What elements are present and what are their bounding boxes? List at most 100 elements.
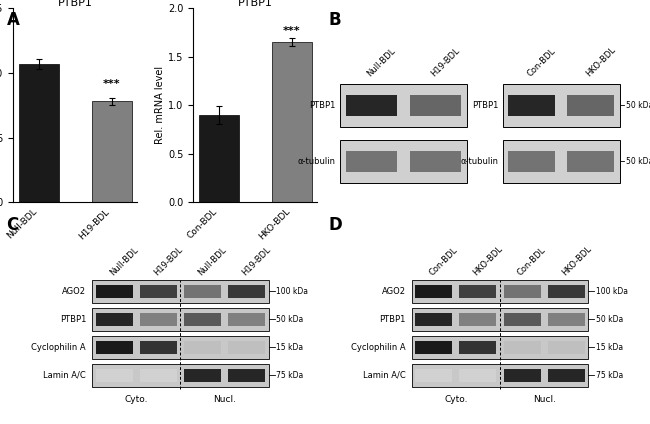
Bar	[411, 308, 588, 331]
Bar	[502, 140, 620, 183]
Bar	[567, 151, 614, 172]
Bar	[346, 95, 397, 116]
Bar	[184, 341, 221, 354]
Text: Cyto.: Cyto.	[444, 395, 467, 404]
Bar	[502, 84, 620, 127]
Bar	[199, 115, 239, 202]
Text: PTBP1: PTBP1	[472, 101, 499, 110]
Bar	[504, 341, 541, 354]
Text: A: A	[6, 11, 20, 28]
Text: Lamin A/C: Lamin A/C	[44, 371, 86, 380]
Bar	[228, 285, 265, 298]
Bar	[184, 369, 221, 382]
Text: PTBP1: PTBP1	[380, 315, 406, 324]
Bar	[415, 313, 452, 326]
Text: 50 kDa: 50 kDa	[626, 157, 650, 166]
Bar	[504, 285, 541, 298]
Bar	[460, 285, 497, 298]
Bar	[415, 341, 452, 354]
Text: 15 kDa: 15 kDa	[596, 343, 623, 352]
Text: α-tubulin: α-tubulin	[460, 157, 499, 166]
Bar	[567, 95, 614, 116]
Text: 50 kDa: 50 kDa	[626, 101, 650, 110]
Bar	[92, 279, 268, 303]
Bar	[415, 285, 452, 298]
Bar	[508, 95, 555, 116]
Bar	[228, 341, 265, 354]
Bar	[504, 369, 541, 382]
Text: H19-BDL: H19-BDL	[429, 46, 461, 78]
Bar	[460, 313, 497, 326]
Text: ***: ***	[103, 78, 120, 89]
Bar	[548, 285, 585, 298]
Text: Nucl.: Nucl.	[213, 395, 236, 404]
Bar	[548, 369, 585, 382]
Text: Null-BDL: Null-BDL	[108, 245, 140, 278]
Text: PTBP1: PTBP1	[309, 101, 335, 110]
Title: PTBP1: PTBP1	[58, 0, 92, 8]
Bar	[508, 151, 555, 172]
Text: HKO-BDL: HKO-BDL	[560, 244, 593, 278]
Bar	[460, 369, 497, 382]
Bar	[340, 140, 467, 183]
Text: H19-BDL: H19-BDL	[152, 245, 184, 278]
Text: ***: ***	[283, 25, 300, 36]
Text: Cyclophilin A: Cyclophilin A	[31, 343, 86, 352]
Bar	[92, 308, 268, 331]
Bar	[415, 369, 452, 382]
Bar	[184, 285, 221, 298]
Text: Con-BDL: Con-BDL	[525, 46, 558, 78]
Bar	[228, 369, 265, 382]
Text: Con-BDL: Con-BDL	[428, 246, 460, 278]
Bar	[410, 151, 461, 172]
Bar	[140, 369, 177, 382]
Bar	[548, 313, 585, 326]
Text: Cyclophilin A: Cyclophilin A	[351, 343, 406, 352]
Text: AGO2: AGO2	[62, 287, 86, 296]
Bar	[96, 369, 133, 382]
Bar	[340, 84, 467, 127]
Text: HKO-BDL: HKO-BDL	[584, 45, 618, 78]
Bar	[96, 313, 133, 326]
Bar	[96, 285, 133, 298]
Bar	[504, 313, 541, 326]
Bar	[228, 313, 265, 326]
Text: HKO-BDL: HKO-BDL	[472, 244, 505, 278]
Bar	[92, 364, 268, 387]
Text: Con-BDL: Con-BDL	[515, 246, 548, 278]
Bar	[92, 336, 268, 359]
Bar	[411, 336, 588, 359]
Bar	[548, 341, 585, 354]
Bar	[140, 341, 177, 354]
Title: PTBP1: PTBP1	[238, 0, 273, 8]
Text: H19-BDL: H19-BDL	[240, 245, 272, 278]
Text: Cyto.: Cyto.	[125, 395, 148, 404]
Bar	[272, 42, 312, 202]
Text: Null-BDL: Null-BDL	[196, 245, 228, 278]
Bar	[460, 341, 497, 354]
Text: D: D	[328, 216, 342, 234]
Bar	[92, 101, 131, 202]
Y-axis label: Rel. mRNA level: Rel. mRNA level	[155, 66, 165, 144]
Text: PTBP1: PTBP1	[60, 315, 86, 324]
Bar	[410, 95, 461, 116]
Bar	[140, 313, 177, 326]
Text: 100 kDa: 100 kDa	[596, 287, 628, 296]
Text: Nucl.: Nucl.	[532, 395, 556, 404]
Bar	[184, 313, 221, 326]
Bar	[96, 341, 133, 354]
Text: 50 kDa: 50 kDa	[596, 315, 623, 324]
Text: 50 kDa: 50 kDa	[276, 315, 304, 324]
Text: 75 kDa: 75 kDa	[596, 371, 623, 380]
Text: Lamin A/C: Lamin A/C	[363, 371, 406, 380]
Text: α-tubulin: α-tubulin	[298, 157, 335, 166]
Bar	[411, 279, 588, 303]
Text: AGO2: AGO2	[382, 287, 406, 296]
Bar	[19, 64, 58, 202]
Text: 75 kDa: 75 kDa	[276, 371, 304, 380]
Text: 15 kDa: 15 kDa	[276, 343, 304, 352]
Bar	[346, 151, 397, 172]
Text: C: C	[6, 216, 19, 234]
Text: Null-BDL: Null-BDL	[365, 46, 397, 78]
Bar	[140, 285, 177, 298]
